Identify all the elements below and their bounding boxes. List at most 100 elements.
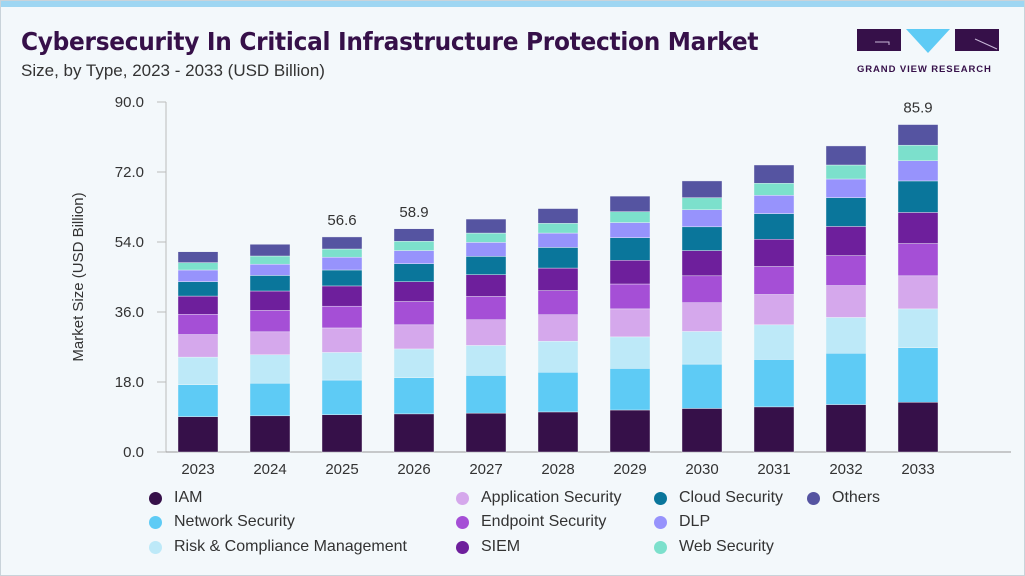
- bar-segment-cloud-security: [249, 275, 291, 292]
- bar-segment-web-security: [321, 248, 363, 258]
- bar-segment-application-security: [897, 275, 939, 310]
- bar-segment-endpoint-security: [465, 296, 507, 320]
- bar-segment-cloud-security: [609, 237, 651, 261]
- legend-swatch-icon: [456, 515, 469, 529]
- legend-label: Network Security: [174, 513, 295, 530]
- x-tick-label: 2030: [685, 461, 718, 478]
- legend-item: Network Security: [149, 513, 295, 531]
- bar-segment-others: [393, 228, 435, 242]
- bar-segment-iam: [825, 404, 867, 453]
- data-label: 58.9: [399, 204, 428, 221]
- bar-segment-risk-compliance-management: [249, 354, 291, 384]
- bar-segment-siem: [177, 295, 219, 315]
- bar-segment-risk-compliance-management: [681, 331, 723, 365]
- bar-segment-others: [609, 195, 651, 212]
- bar-segment-iam: [393, 413, 435, 453]
- bar-segment-siem: [465, 274, 507, 297]
- bar-segment-web-security: [465, 232, 507, 243]
- bar-segment-others: [177, 251, 219, 263]
- bar-segment-others: [753, 164, 795, 184]
- logo-text: GRAND VIEW RESEARCH: [857, 64, 992, 75]
- bar-segment-siem: [897, 212, 939, 244]
- bar-segment-iam: [321, 414, 363, 453]
- bar-segment-others: [321, 236, 363, 250]
- bar-segment-dlp: [249, 263, 291, 276]
- bar-segment-others: [249, 244, 291, 257]
- legend-swatch-icon: [807, 491, 820, 505]
- legend-swatch-icon: [149, 540, 162, 554]
- bar-segment-others: [681, 180, 723, 198]
- x-tick-label: 2026: [397, 461, 430, 478]
- bar-segment-cloud-security: [321, 269, 363, 287]
- bar-segment-web-security: [177, 262, 219, 271]
- bar-segment-dlp: [465, 242, 507, 257]
- bar-segment-iam: [609, 409, 651, 453]
- legend-label: Web Security: [679, 538, 774, 555]
- x-tick-label: 2025: [325, 461, 358, 478]
- legend-label: IAM: [174, 489, 203, 506]
- bar-segment-iam: [753, 406, 795, 453]
- bar-segment-application-security: [681, 302, 723, 332]
- y-axis-title: Market Size (USD Billion): [70, 192, 87, 361]
- bar-segment-others: [825, 145, 867, 166]
- bar-segment-risk-compliance-management: [465, 345, 507, 376]
- legend-label: Application Security: [481, 489, 622, 506]
- bar-segment-network-security: [681, 363, 723, 409]
- bar-segment-web-security: [897, 144, 939, 161]
- bar-segment-dlp: [609, 222, 651, 238]
- y-tick-label: 90.0: [115, 94, 144, 111]
- chart-subtitle: Size, by Type, 2023 - 2033 (USD Billion): [21, 61, 325, 80]
- bar-segment-others: [897, 124, 939, 146]
- bar-segment-application-security: [177, 334, 219, 358]
- bar-segment-endpoint-security: [753, 266, 795, 295]
- bar-segment-siem: [609, 260, 651, 285]
- bar-segment-risk-compliance-management: [609, 336, 651, 369]
- bar-segment-web-security: [681, 197, 723, 210]
- bar-segment-cloud-security: [681, 226, 723, 251]
- legend-swatch-icon: [456, 491, 469, 505]
- bar-segment-application-security: [753, 294, 795, 326]
- bar-segment-siem: [681, 250, 723, 277]
- legend-item: IAM: [149, 489, 202, 507]
- bar-segment-iam: [177, 416, 219, 453]
- bar-segment-web-security: [753, 183, 795, 196]
- bar-segment-iam: [681, 408, 723, 453]
- bar-segment-application-security: [465, 319, 507, 346]
- bar-segment-siem: [537, 267, 579, 291]
- legend-item: Endpoint Security: [456, 513, 606, 531]
- bar-segment-cloud-security: [537, 247, 579, 269]
- bar-segment-siem: [753, 239, 795, 267]
- bar-segment-endpoint-security: [609, 283, 651, 310]
- x-tick-label: 2033: [901, 461, 934, 478]
- bar-segment-web-security: [825, 164, 867, 180]
- bar-segment-network-security: [825, 353, 867, 405]
- bar-segment-risk-compliance-management: [753, 324, 795, 360]
- bar-segment-endpoint-security: [321, 305, 363, 329]
- x-tick-label: 2029: [613, 461, 646, 478]
- bar-segment-web-security: [249, 255, 291, 265]
- legend-label: Others: [832, 489, 881, 506]
- legend-item: Others: [807, 489, 880, 507]
- bar-segment-network-security: [321, 379, 363, 415]
- logo-mark-icon: [857, 29, 999, 53]
- bar-segment-cloud-security: [897, 180, 939, 213]
- bar-segment-dlp: [681, 209, 723, 228]
- bar-segment-iam: [465, 412, 507, 453]
- bar-segment-risk-compliance-management: [321, 352, 363, 381]
- chart-title: Cybersecurity In Critical Infrastructure…: [21, 27, 759, 56]
- bar-segment-risk-compliance-management: [537, 340, 579, 373]
- bar-segment-application-security: [609, 308, 651, 338]
- legend-label: Risk & Compliance Management: [174, 538, 407, 555]
- legend-item: DLP: [654, 513, 710, 531]
- bar-segment-web-security: [609, 211, 651, 223]
- bar-segment-application-security: [825, 285, 867, 318]
- bar-segment-others: [537, 208, 579, 224]
- y-tick-label: 72.0: [115, 164, 144, 181]
- bar-segment-dlp: [537, 232, 579, 248]
- bar-segment-dlp: [897, 160, 939, 182]
- bar-segment-network-security: [753, 359, 795, 408]
- bar-segment-risk-compliance-management: [177, 356, 219, 385]
- bar-segment-application-security: [321, 327, 363, 353]
- bar-segment-network-security: [897, 347, 939, 403]
- bar-segment-network-security: [249, 382, 291, 417]
